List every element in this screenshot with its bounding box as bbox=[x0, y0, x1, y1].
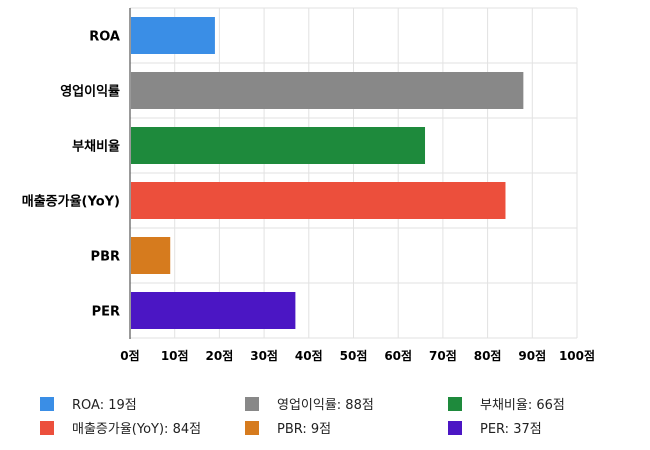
bar-1[interactable] bbox=[131, 72, 524, 109]
legend-item-pbr[interactable]: PBR: 9점 bbox=[245, 418, 331, 437]
x-tick-label-9: 90점 bbox=[518, 348, 546, 363]
legend-swatch-operating-margin bbox=[245, 396, 259, 411]
bar-2[interactable] bbox=[131, 127, 426, 164]
category-label-4: PBR bbox=[91, 250, 120, 265]
legend-label-sales-growth: 매출증가율(YoY): 84점 bbox=[72, 422, 202, 437]
legend-label-pbr: PBR: 9점 bbox=[277, 422, 332, 437]
legend-swatch-debt-ratio bbox=[448, 396, 462, 411]
x-tick-label-5: 50점 bbox=[340, 348, 368, 363]
x-tick-label-2: 20점 bbox=[206, 348, 234, 363]
bar-3[interactable] bbox=[131, 182, 506, 219]
legend-swatch-pbr bbox=[245, 420, 259, 435]
legend-item-per[interactable]: PER: 37점 bbox=[448, 418, 542, 437]
legend-item-sales-growth[interactable]: 매출증가율(YoY): 84점 bbox=[40, 418, 201, 437]
x-tick-label-1: 10점 bbox=[161, 348, 189, 363]
bar-4[interactable] bbox=[131, 237, 171, 274]
category-label-2: 부채비율 bbox=[72, 139, 120, 155]
legend-swatch-roa bbox=[40, 396, 54, 411]
legend-item-operating-margin[interactable]: 영업이익률: 88점 bbox=[245, 394, 374, 413]
grid-lines bbox=[129, 7, 578, 339]
legend-label-operating-margin: 영업이익률: 88점 bbox=[277, 398, 374, 413]
tick-labels: 0점 10점 20점 30점 40점 50점 60점 70점 80점 90점 100점 bbox=[120, 348, 595, 363]
legend-swatch-per bbox=[448, 420, 462, 435]
category-label-0: ROA bbox=[89, 30, 120, 45]
x-tick-label-8: 80점 bbox=[474, 348, 502, 363]
legend-label-per: PER: 37점 bbox=[480, 422, 542, 437]
legend-item-debt-ratio[interactable]: 부채비율: 66점 bbox=[448, 394, 565, 413]
category-label-5: PER bbox=[92, 305, 120, 320]
x-tick-label-4: 40점 bbox=[295, 348, 323, 363]
bars bbox=[131, 17, 524, 329]
x-tick-label-7: 70점 bbox=[429, 348, 457, 363]
x-tick-label-0: 0점 bbox=[120, 348, 139, 363]
bar-0[interactable] bbox=[131, 17, 215, 54]
legend-item-roa[interactable]: ROA: 19점 bbox=[40, 394, 137, 413]
category-label-3: 매출증가율(YoY) bbox=[22, 194, 120, 210]
legend-swatch-sales-growth bbox=[40, 420, 54, 435]
x-tick-label-6: 60점 bbox=[384, 348, 412, 363]
legend-label-debt-ratio: 부채비율: 66점 bbox=[480, 398, 565, 413]
legend-label-roa: ROA: 19점 bbox=[72, 398, 137, 413]
bar-5[interactable] bbox=[131, 292, 296, 329]
x-tick-label-10: 100점 bbox=[559, 348, 595, 363]
x-tick-label-3: 30점 bbox=[250, 348, 278, 363]
category-label-1: 영업이익률 bbox=[60, 84, 120, 100]
